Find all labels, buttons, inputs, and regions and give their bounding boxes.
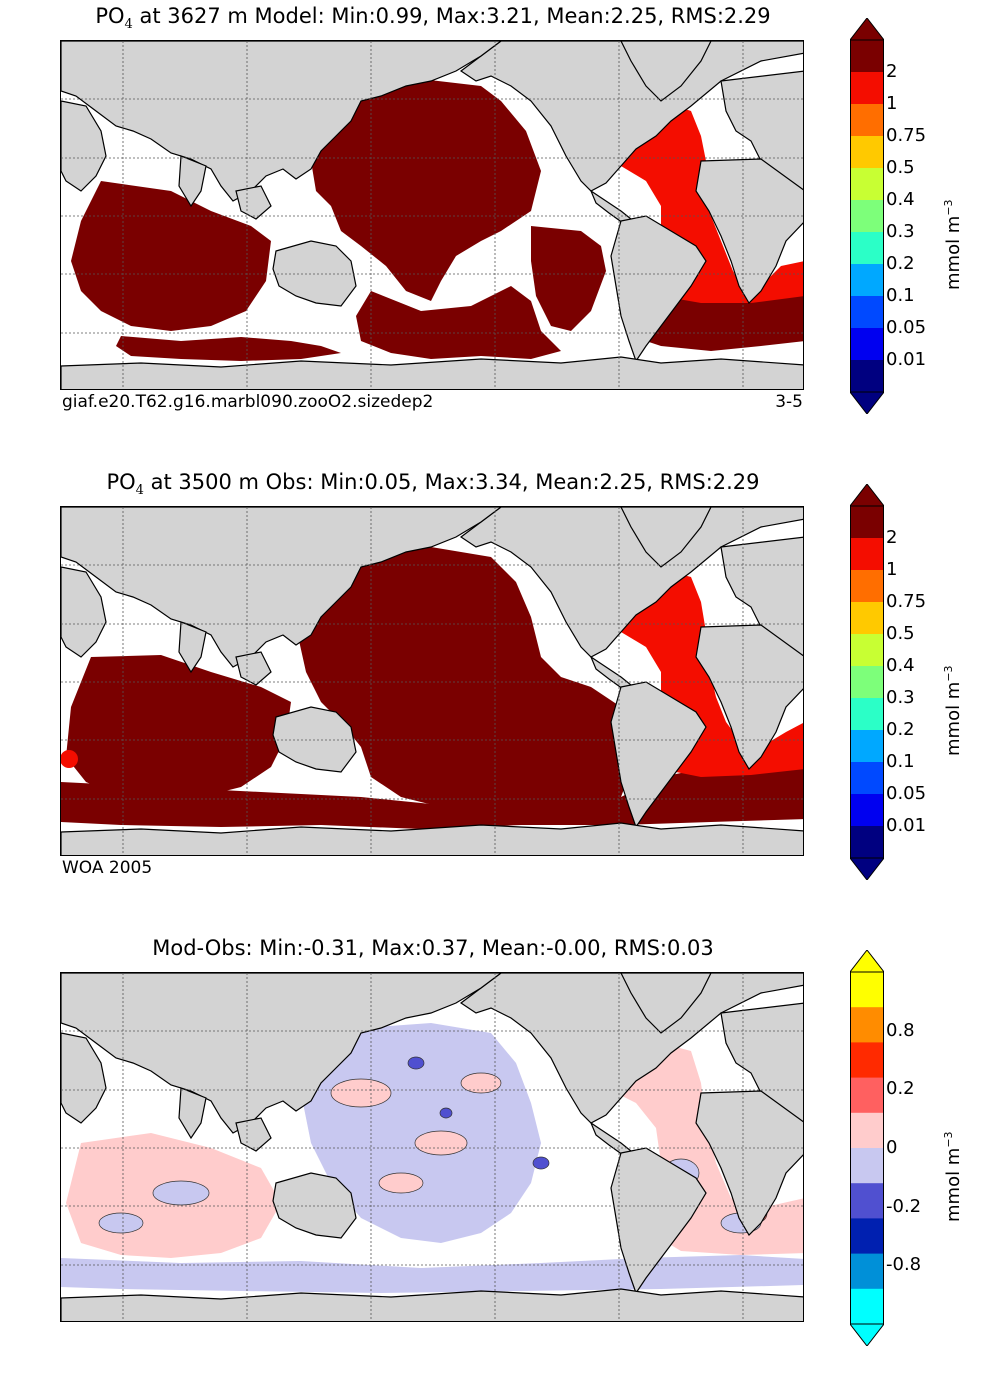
colorbar-extend-max <box>850 18 884 41</box>
colorbar-tick-label: 0.2 <box>886 253 915 274</box>
pacific-field <box>301 71 541 301</box>
colorbar-tick-label: 2 <box>886 527 898 548</box>
indian-field <box>66 655 291 802</box>
colorbar-segment <box>850 794 884 827</box>
colorbar-tick-label: -0.8 <box>886 1254 922 1276</box>
colorbar-segment <box>850 972 884 1008</box>
panel-title: Mod-Obs: Min:-0.31, Max:0.37, Mean:-0.00… <box>152 936 714 960</box>
model-map <box>60 40 804 390</box>
colorbar-tick-label: 0.5 <box>886 623 915 644</box>
colorbar-frame <box>850 505 884 859</box>
colorbar-segment <box>850 762 884 795</box>
colorbar-tick-label: 0.75 <box>886 591 927 612</box>
colorbar-frame <box>850 971 884 1325</box>
colorbar-tick-label: 0.8 <box>886 1019 915 1041</box>
diff-panel: Mod-Obs: Min:-0.31, Max:0.37, Mean:-0.00… <box>0 932 993 1390</box>
colorbar-tick-label: 0.5 <box>886 157 915 178</box>
colorbar-extend-min <box>850 391 884 414</box>
colorbar-tick-label: 1 <box>886 559 898 580</box>
colorbar-tick-label: 0.01 <box>886 349 927 370</box>
colorbar-segment <box>850 360 884 393</box>
colorbar-segment <box>850 1112 884 1149</box>
panel-title: PO4 at 3500 m Obs: Min:0.05, Max:3.34, M… <box>106 470 760 498</box>
colorbar-tick-label: 0.2 <box>886 719 915 740</box>
atlantic-field <box>581 101 803 303</box>
colorbar-tick-label: 0.3 <box>886 687 915 708</box>
colorbar-tick-label: 0.75 <box>886 125 927 146</box>
colorbar-segment <box>850 1183 884 1219</box>
footer-dataset: WOA 2005 <box>62 858 153 878</box>
antarctic-spot <box>61 750 78 768</box>
colorbar-tick-label: 0.1 <box>886 285 915 306</box>
south-pacific-field <box>356 286 561 359</box>
colorbar-segment <box>850 698 884 731</box>
colorbar-tick-label: 0.05 <box>886 783 927 804</box>
colorbar-segment <box>850 1253 884 1290</box>
colorbar-tick-label: -0.2 <box>886 1195 922 1217</box>
indian-field <box>71 181 271 331</box>
colorbar-segment <box>850 1077 884 1114</box>
colorbar-segment <box>850 602 884 635</box>
colorbar-segment <box>850 104 884 137</box>
model-panel: PO4 at 3627 m Model: Min:0.99, Max:3.21,… <box>0 0 993 458</box>
colorbar-segment <box>850 1288 884 1325</box>
colorbar-tick-label: 0.3 <box>886 221 915 242</box>
colorbar-tick-label: 0.4 <box>886 655 915 676</box>
colorbar-segment <box>850 296 884 329</box>
colorbar-segment <box>850 232 884 265</box>
colorbar-segment <box>850 570 884 603</box>
atlantic-field <box>581 569 803 777</box>
colorbar-segment <box>850 72 884 105</box>
colorbar-segment <box>850 666 884 699</box>
diff-map <box>60 972 804 1322</box>
colorbar-segment <box>850 264 884 297</box>
colorbar-segment <box>850 200 884 233</box>
colorbar-tick-label: 0.01 <box>886 815 927 836</box>
footer-years: 3-5 <box>775 392 803 412</box>
atlantic-diff <box>581 1043 803 1255</box>
colorbar-tick-label: 0.4 <box>886 189 915 210</box>
colorbar-segment <box>850 506 884 539</box>
footer-case-name: giaf.e20.T62.g16.marbl090.zooO2.sizedep2 <box>62 392 434 412</box>
colorbar-tick-label: 0 <box>886 1137 898 1158</box>
colorbar-extend-min <box>850 857 884 880</box>
colorbar-segment <box>850 634 884 667</box>
colorbar-segment <box>850 538 884 571</box>
colorbar-segment <box>850 328 884 361</box>
colorbar <box>850 950 884 1346</box>
colorbar-unit: mmol m−3 <box>942 199 964 290</box>
colorbar-tick-label: 1 <box>886 93 898 114</box>
colorbar-segment <box>850 730 884 763</box>
colorbar <box>850 18 884 414</box>
colorbar-tick-label: 0.05 <box>886 317 927 338</box>
colorbar-unit: mmol m−3 <box>942 1131 964 1222</box>
colorbar-extend-max <box>850 484 884 507</box>
colorbar-segment <box>850 1042 884 1079</box>
colorbar-segment <box>850 136 884 169</box>
obs-map <box>60 506 804 856</box>
panel-title: PO4 at 3627 m Model: Min:0.99, Max:3.21,… <box>95 4 771 32</box>
colorbar-segment <box>850 168 884 201</box>
colorbar-segment <box>850 1218 884 1255</box>
colorbar <box>850 484 884 880</box>
obs-panel: PO4 at 3500 m Obs: Min:0.05, Max:3.34, M… <box>0 466 993 924</box>
colorbar-segment <box>850 1007 884 1043</box>
east-pacific-field <box>531 226 606 331</box>
colorbar-frame <box>850 39 884 393</box>
colorbar-segment <box>850 826 884 859</box>
southern-diff <box>61 1255 803 1293</box>
colorbar-segment <box>850 40 884 73</box>
colorbar-tick-label: 2 <box>886 61 898 82</box>
colorbar-segment <box>850 1148 884 1184</box>
pacific-field <box>291 547 636 812</box>
colorbar-extend-max <box>850 950 884 973</box>
colorbar-tick-label: 0.2 <box>886 1078 915 1100</box>
colorbar-unit: mmol m−3 <box>942 665 964 756</box>
southern-ocean-field <box>116 336 341 361</box>
colorbar-tick-label: 0.1 <box>886 751 915 772</box>
colorbar-extend-min <box>850 1323 884 1346</box>
southern-ocean-field <box>61 765 803 829</box>
